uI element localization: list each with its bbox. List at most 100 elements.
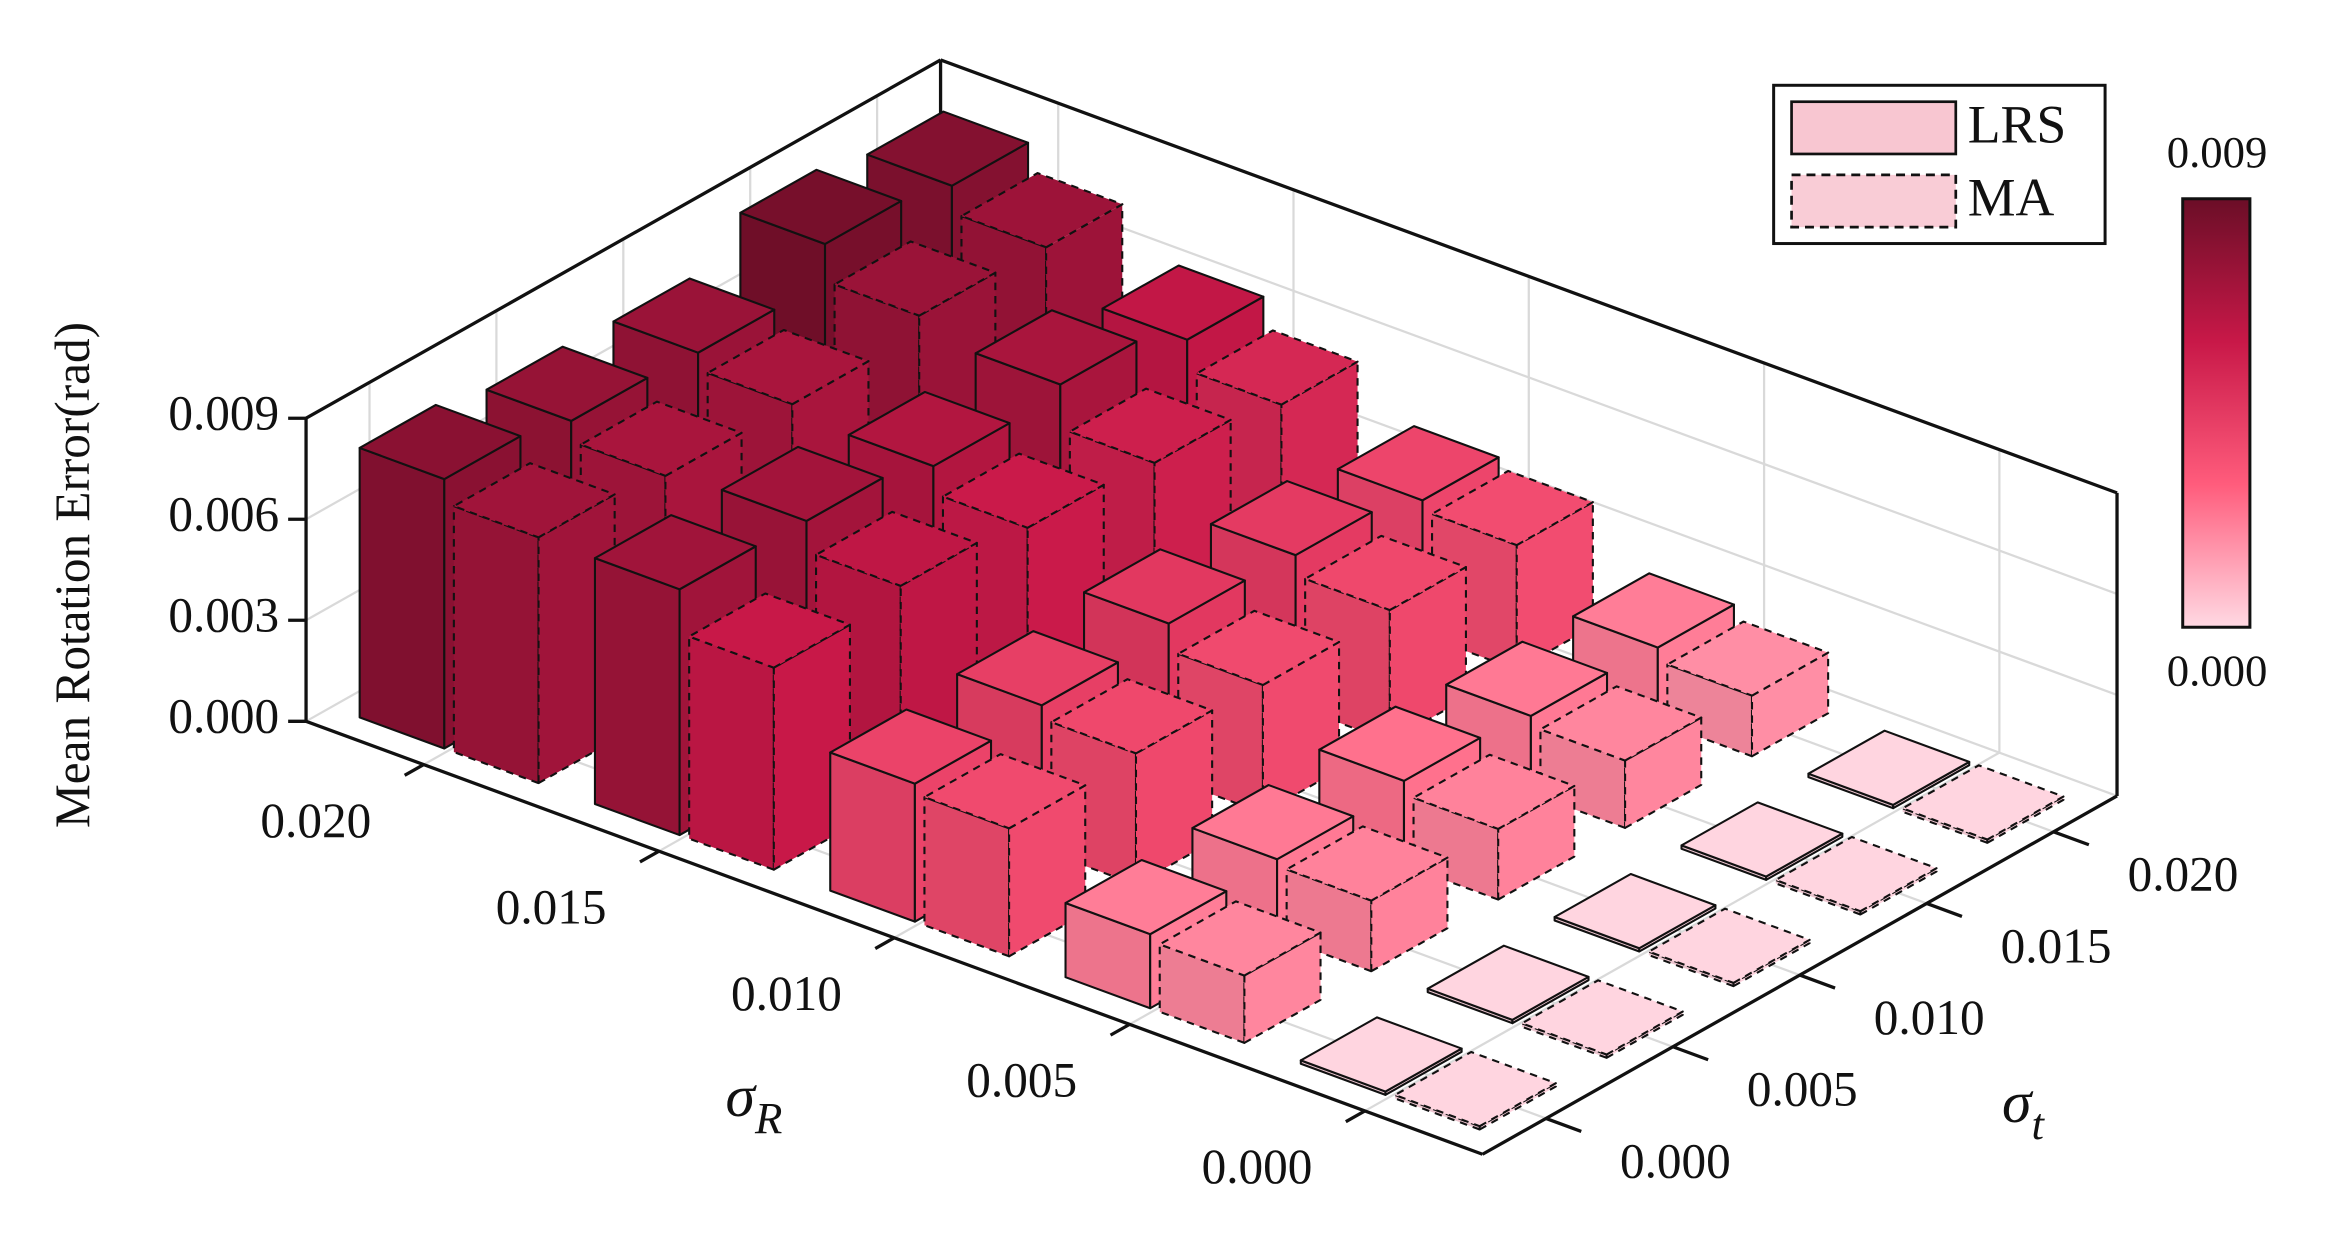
z-tick-label: 0.009: [168, 386, 279, 441]
bar-top: [815, 510, 978, 587]
bar-top: [1520, 979, 1684, 1056]
bar-side: [452, 505, 540, 785]
y-tick-label: 0.020: [2128, 847, 2239, 902]
y-tick-label: 0.015: [2001, 918, 2112, 973]
legend-swatch: [1790, 100, 1958, 156]
axis-line: [305, 58, 942, 420]
bar-top: [612, 277, 776, 354]
z-axis-label: Mean Rotation Error(rad): [45, 322, 100, 828]
bar-side: [358, 446, 446, 750]
bar-front: [1478, 1082, 1557, 1131]
bar-front: [1605, 1010, 1684, 1059]
bar-top: [1426, 944, 1590, 1021]
y-tick-label: 0.010: [1874, 990, 1985, 1045]
z-tick-label: 0.003: [168, 588, 279, 643]
bar-top: [956, 630, 1119, 707]
x-tick: [1109, 1022, 1131, 1037]
y-tick: [2053, 830, 2090, 847]
bar-top: [1068, 387, 1232, 464]
y-tick-label: 0.005: [1747, 1062, 1858, 1117]
x-tick: [403, 763, 425, 777]
bar-top: [1101, 264, 1265, 341]
colorbar-tick-label: 0.009: [2167, 127, 2268, 177]
bar-top: [1191, 784, 1355, 861]
bar-top: [1539, 685, 1703, 762]
bar-side: [688, 635, 775, 871]
bar-top: [1807, 729, 1971, 806]
x-tick-label: 0.010: [731, 966, 842, 1021]
grid-line: [940, 159, 2118, 595]
bar-front: [1732, 938, 1811, 988]
bar-top: [579, 400, 743, 477]
bar-top: [358, 403, 522, 481]
legend-label: MA: [1968, 168, 2055, 228]
bar-top: [923, 753, 1087, 830]
bar-top: [941, 452, 1105, 529]
bar-top: [1774, 835, 1938, 913]
bar-front: [1859, 867, 1938, 916]
bar-top: [1572, 572, 1735, 649]
x-tick-label: 0.020: [260, 793, 371, 848]
y-tick: [1545, 1116, 1582, 1133]
bar-top: [1666, 620, 1830, 697]
bar-top: [847, 390, 1011, 468]
bar-top: [1901, 764, 2065, 841]
bar-side: [593, 557, 681, 837]
bar-top: [974, 309, 1138, 386]
bar-top: [1680, 801, 1844, 878]
bar-top: [960, 172, 1124, 249]
bar-front: [1370, 856, 1449, 973]
bar-top: [739, 168, 903, 246]
x-tick-label: 0.005: [966, 1053, 1077, 1108]
bar-top: [1304, 534, 1467, 612]
bar-top: [1553, 872, 1717, 950]
legend-swatch: [1790, 173, 1958, 229]
bar-top: [1195, 329, 1359, 406]
axis-line: [940, 58, 2118, 495]
x-tick-label: 0.000: [1202, 1139, 1313, 1194]
x-tick: [639, 849, 660, 864]
bar-top: [866, 110, 1030, 187]
y-tick-label: 0.000: [1620, 1133, 1731, 1188]
bar-top: [1431, 469, 1594, 547]
bar-top: [706, 328, 870, 406]
bar-top: [1336, 425, 1500, 502]
bar-top: [1299, 1016, 1463, 1093]
x-tick: [1345, 1109, 1366, 1124]
bar-top: [1082, 548, 1246, 625]
bar-top: [1050, 678, 1214, 755]
y-tick: [1672, 1045, 1709, 1062]
bar-top: [1209, 480, 1373, 557]
bar-front: [1986, 795, 2065, 844]
bar-front: [1497, 784, 1576, 901]
bar-top: [452, 462, 616, 539]
bar-top: [1445, 640, 1609, 717]
bar-top: [1318, 705, 1482, 782]
y-axis-symbol: σ: [2002, 1069, 2034, 1135]
x-tick: [874, 936, 896, 950]
x-axis-symbol: σ: [726, 1063, 758, 1129]
bar-top: [720, 445, 884, 522]
bar-top: [829, 708, 993, 785]
bar-top: [1647, 907, 1811, 984]
bar-top: [688, 592, 851, 669]
bar-top: [593, 514, 757, 591]
y-tick: [1799, 973, 1836, 990]
x-tick-label: 0.015: [496, 879, 607, 934]
colorbar-tick-label: 0.000: [2167, 645, 2268, 695]
bar-top: [1158, 900, 1322, 977]
x-axis-label: σR: [726, 1063, 783, 1143]
bar-top: [485, 345, 649, 422]
bar-top: [1393, 1050, 1557, 1128]
x-axis-subscript: R: [754, 1093, 782, 1143]
z-tick-label: 0.000: [168, 689, 279, 744]
bar-top: [833, 240, 997, 317]
bar-top: [1285, 825, 1449, 902]
y-axis-subscript: t: [2031, 1099, 2045, 1149]
y-axis-label: σt: [2002, 1069, 2045, 1149]
legend-label: LRS: [1968, 94, 2067, 154]
bar-top: [1177, 609, 1341, 687]
colorbar: [2181, 197, 2252, 629]
